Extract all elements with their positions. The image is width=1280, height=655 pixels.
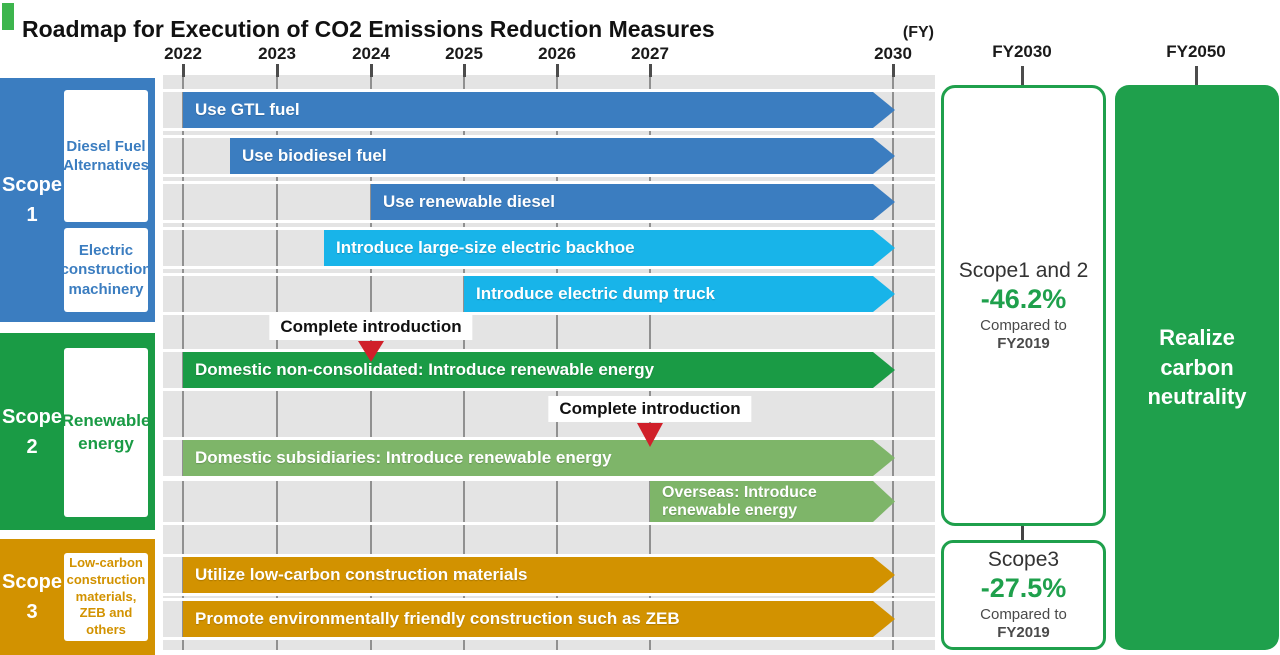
row-separator bbox=[163, 388, 935, 391]
row-separator bbox=[163, 349, 935, 352]
scope12-target-value: -46.2% bbox=[980, 283, 1067, 314]
year-tick bbox=[182, 64, 185, 77]
measure-bar-label: Promote environmentally friendly constru… bbox=[195, 609, 680, 628]
row-separator bbox=[163, 554, 935, 557]
row-separator bbox=[163, 312, 935, 315]
measure-bar-label: Use biodiesel fuel bbox=[242, 146, 387, 165]
measure-bar: Utilize low-carbon construction material… bbox=[183, 557, 895, 593]
measure-bar: Domestic subsidiaries: Introduce renewab… bbox=[183, 440, 895, 476]
scope12-target-baseline: FY2019 bbox=[997, 334, 1050, 352]
row-separator bbox=[163, 522, 935, 525]
year-tick bbox=[463, 64, 466, 77]
scope-category-box: Renewable energy bbox=[62, 348, 150, 517]
target-box-connector bbox=[1021, 526, 1024, 540]
sidebar-scope-block: Scope 2 Renewable energy bbox=[0, 333, 155, 530]
year-tick bbox=[649, 64, 652, 77]
scope3-target-title: Scope3 bbox=[987, 548, 1060, 572]
scope12-target-box: Scope1 and 2 -46.2% Compared to FY2019 bbox=[941, 85, 1106, 526]
measure-bar: Domestic non-consolidated: Introduce ren… bbox=[183, 352, 895, 388]
complete-introduction-arrow-icon bbox=[637, 423, 663, 447]
measure-bar: Use GTL fuel bbox=[183, 92, 895, 128]
measure-bar: Introduce large-size electric backhoe bbox=[324, 230, 895, 266]
year-label: 2025 bbox=[445, 44, 483, 63]
complete-introduction-label: Complete introduction bbox=[269, 314, 473, 340]
complete-introduction-label: Complete introduction bbox=[548, 396, 752, 422]
row-separator bbox=[163, 220, 935, 223]
scope3-target-box: Scope3 -27.5% Compared to FY2019 bbox=[941, 540, 1106, 650]
sidebar-scope-block: Scope 1 Diesel Fuel Alternatives Electric … bbox=[0, 78, 155, 322]
measure-bar-label: Domestic subsidiaries: Introduce renewab… bbox=[195, 448, 612, 467]
fy2050-tick bbox=[1195, 66, 1198, 85]
row-separator bbox=[163, 437, 935, 440]
scope12-target-title: Scope1 and 2 bbox=[958, 258, 1089, 282]
scope-label: Scope 1 bbox=[1, 174, 63, 226]
row-separator bbox=[163, 89, 935, 92]
row-separator bbox=[163, 476, 935, 479]
row-separator bbox=[163, 128, 935, 131]
complete-introduction-arrow-icon bbox=[358, 341, 384, 362]
row-separator bbox=[163, 181, 935, 184]
measure-bar: Introduce electric dump truck bbox=[464, 276, 895, 312]
measure-bar: Use renewable diesel bbox=[371, 184, 895, 220]
row-separator bbox=[163, 598, 935, 601]
year-tick bbox=[556, 64, 559, 77]
row-separator bbox=[163, 174, 935, 177]
scope12-target-note: Compared to bbox=[980, 316, 1067, 334]
fy2050-goal-box: Realize carbon neutrality bbox=[1115, 85, 1279, 650]
year-label: 2024 bbox=[352, 44, 390, 63]
scope3-target-baseline: FY2019 bbox=[997, 624, 1050, 642]
scope3-target-value: -27.5% bbox=[980, 573, 1067, 604]
measure-bar: Promote environmentally friendly constru… bbox=[183, 601, 895, 637]
scope-category-box: Electric construction machinery bbox=[61, 228, 151, 312]
sidebar-scope-block: Scope 3 Low-carbon construction materials… bbox=[0, 539, 155, 655]
scope-label: Scope 2 bbox=[1, 405, 63, 458]
year-tick bbox=[370, 64, 373, 77]
measure-bar-label: Utilize low-carbon construction material… bbox=[195, 565, 528, 584]
year-label: 2027 bbox=[631, 44, 669, 63]
year-tick bbox=[892, 64, 895, 77]
title-accent-bar bbox=[2, 3, 14, 30]
scope3-target-note: Compared to bbox=[980, 606, 1067, 624]
year-tick bbox=[276, 64, 279, 77]
measure-bar: Use biodiesel fuel bbox=[230, 138, 895, 174]
fy2050-goal-text: Realize carbon neutrality bbox=[1147, 324, 1247, 410]
measure-bar-label: Introduce large-size electric backhoe bbox=[336, 238, 635, 257]
page-title: Roadmap for Execution of CO2 Emissions R… bbox=[22, 16, 715, 43]
row-separator bbox=[163, 478, 935, 481]
year-label: 2026 bbox=[538, 44, 576, 63]
row-separator bbox=[163, 637, 935, 640]
fy2030-header: FY2030 bbox=[992, 42, 1052, 61]
year-label: 2023 bbox=[258, 44, 296, 63]
row-separator bbox=[163, 273, 935, 276]
row-separator bbox=[163, 135, 935, 138]
measure-bar: Overseas: Introduce renewable energy bbox=[650, 481, 895, 522]
fy2030-tick bbox=[1021, 66, 1024, 85]
year-label: 2030 bbox=[874, 44, 912, 63]
measure-bar-label: Introduce electric dump truck bbox=[476, 284, 715, 303]
row-separator bbox=[163, 227, 935, 230]
row-separator bbox=[163, 593, 935, 596]
measure-bar-label: Overseas: Introduce renewable energy bbox=[662, 483, 817, 519]
scope-category-box: Diesel Fuel Alternatives bbox=[63, 90, 149, 222]
year-gridline bbox=[892, 75, 894, 650]
fy2050-header: FY2050 bbox=[1166, 42, 1226, 61]
fiscal-year-note: (FY) bbox=[902, 24, 934, 41]
measure-bar-label: Use GTL fuel bbox=[195, 100, 300, 119]
row-separator bbox=[163, 266, 935, 269]
scope-category-box: Low-carbon construction materials, ZEB a… bbox=[64, 553, 148, 641]
scope-label: Scope 3 bbox=[1, 571, 63, 623]
measure-bar-label: Domestic non-consolidated: Introduce ren… bbox=[195, 360, 655, 379]
measure-bar-label: Use renewable diesel bbox=[383, 192, 555, 211]
year-label: 2022 bbox=[164, 44, 202, 63]
